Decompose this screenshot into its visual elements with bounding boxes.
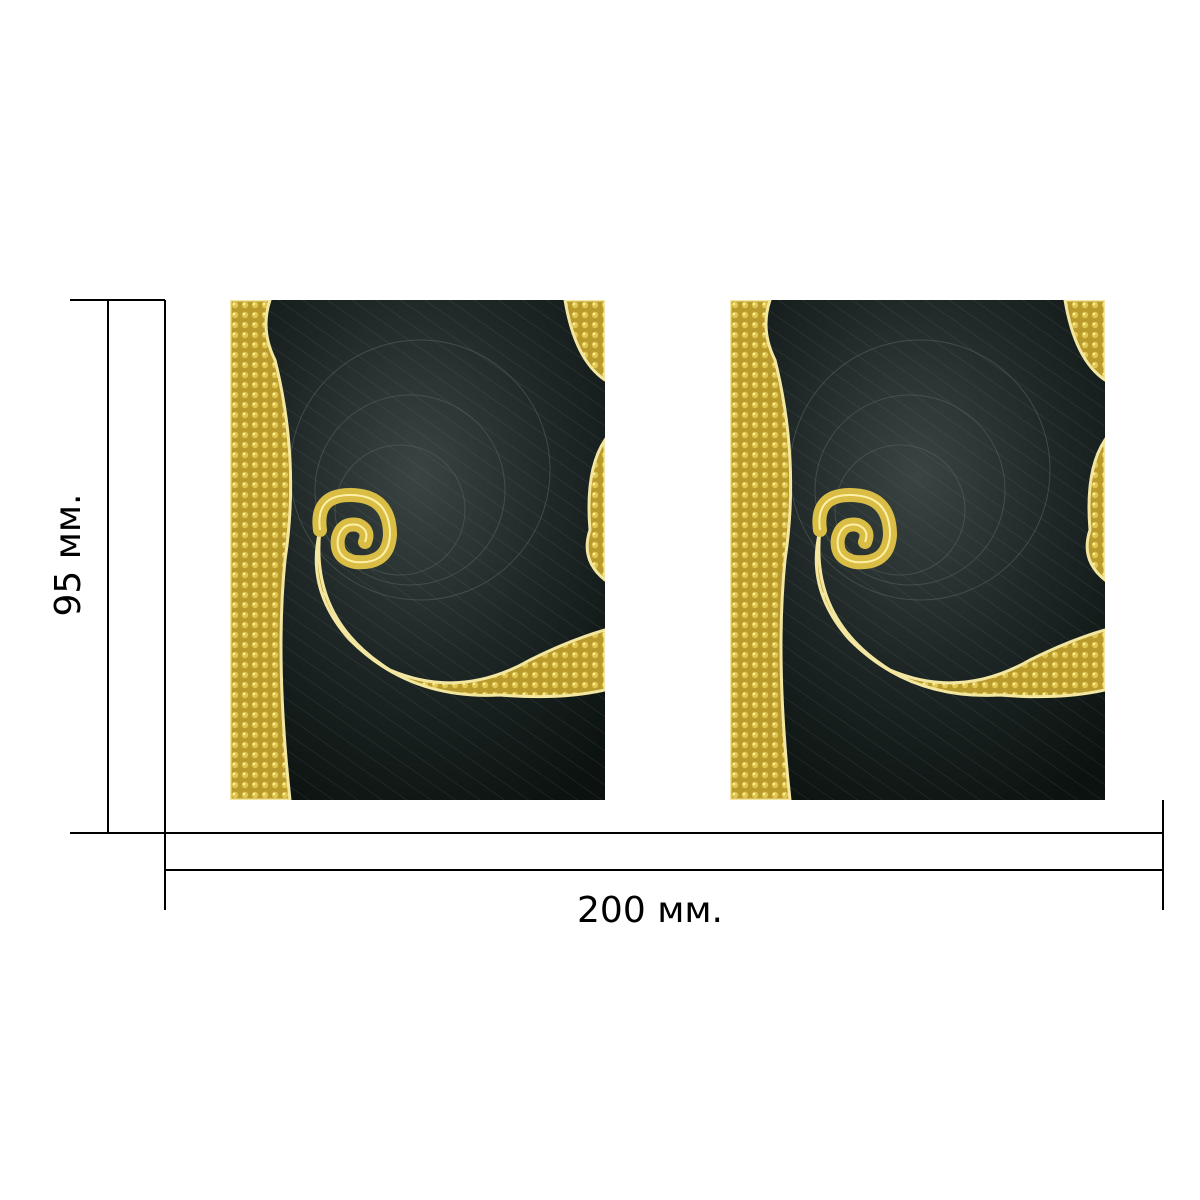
- width-dimension: 200 мм.: [164, 800, 1164, 931]
- width-label: 200 мм.: [577, 890, 723, 931]
- artwork-panel-left: [230, 300, 605, 800]
- height-dimension: 95 мм.: [48, 299, 166, 834]
- artwork-panel-right: [730, 300, 1105, 800]
- height-label: 95 мм.: [48, 493, 89, 616]
